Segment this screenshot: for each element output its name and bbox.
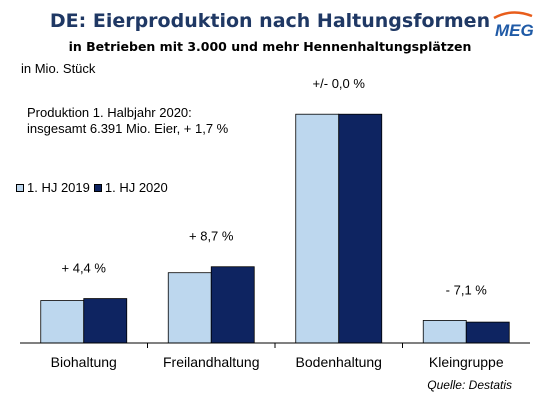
source-note: Quelle: Destatis — [427, 378, 512, 392]
logo-text: MEG — [495, 21, 534, 40]
unit-label: in Mio. Stück — [21, 61, 96, 76]
legend-label-2020: 1. HJ 2020 — [104, 180, 168, 195]
legend-item-2019: 1. HJ 2019 — [16, 180, 90, 195]
bar-kleingruppe-1-hj-2019 — [422, 320, 467, 344]
bar-biohaltung-1-hj-2020 — [83, 298, 128, 344]
category-label-freilandhaltung: Freilandhaltung — [163, 354, 260, 370]
change-label-biohaltung: + 4,4 % — [62, 261, 107, 276]
chart-title: DE: Eierproduktion nach Haltungsformen — [49, 10, 491, 32]
legend-item-2020: 1. HJ 2020 — [93, 180, 168, 195]
category-label-biohaltung: Biohaltung — [51, 354, 117, 370]
bar-bodenhaltung-1-hj-2019 — [295, 113, 340, 344]
category-label-bodenhaltung: Bodenhaltung — [296, 354, 382, 370]
bar-freilandhaltung-1-hj-2020 — [210, 266, 255, 344]
change-label-freilandhaltung: + 8,7 % — [189, 229, 234, 244]
chart-subtitle: in Betrieben mit 3.000 und mehr Hennenha… — [68, 39, 472, 54]
bar-freilandhaltung-1-hj-2019 — [167, 272, 212, 344]
bar-kleingruppe-1-hj-2020 — [465, 321, 510, 344]
legend-swatch-2020 — [93, 183, 102, 192]
note-line-1: Produktion 1. Halbjahr 2020: — [27, 105, 192, 120]
bar-biohaltung-1-hj-2019 — [40, 300, 85, 344]
meg-logo: MEG — [493, 11, 534, 40]
change-label-bodenhaltung: +/- 0,0 % — [313, 76, 366, 91]
production-note: Produktion 1. Halbjahr 2020: insgesamt 6… — [27, 105, 228, 137]
category-label-kleingruppe: Kleingruppe — [429, 354, 504, 370]
bar-bodenhaltung-1-hj-2020 — [338, 113, 383, 344]
legend-swatch-2019 — [16, 183, 24, 192]
note-line-2: insgesamt 6.391 Mio. Eier, + 1,7 % — [27, 121, 229, 136]
legend-label-2019: 1. HJ 2019 — [27, 180, 90, 195]
change-label-kleingruppe: - 7,1 % — [446, 282, 488, 297]
legend: 1. HJ 2019 1. HJ 2020 — [16, 180, 172, 195]
